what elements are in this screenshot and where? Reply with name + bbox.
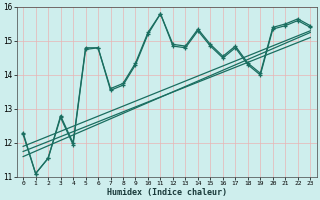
X-axis label: Humidex (Indice chaleur): Humidex (Indice chaleur) [107, 188, 227, 197]
